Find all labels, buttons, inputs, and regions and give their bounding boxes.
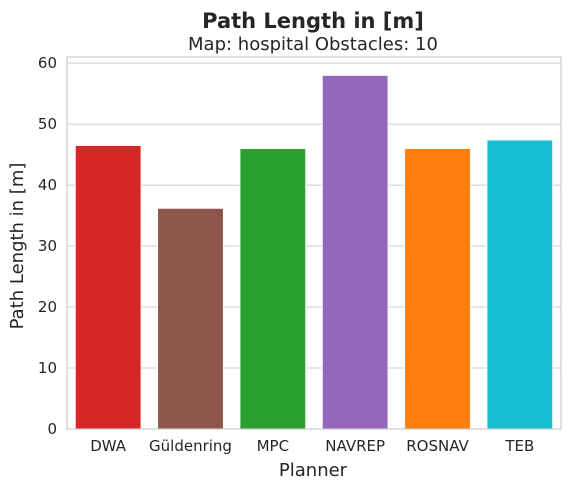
chart-suptitle: Path Length in [m] (202, 9, 424, 33)
y-tick-label: 20 (38, 298, 57, 316)
x-tick-label: TEB (504, 437, 534, 455)
bar-navrep (321, 74, 389, 430)
x-axis-label: Planner (279, 460, 348, 481)
y-tick-labels: 0 10 20 30 40 50 60 (38, 54, 57, 438)
bar-teb (486, 139, 554, 430)
y-tick-label: 0 (47, 420, 57, 438)
grid-layer (67, 62, 561, 430)
bar-rosnav (404, 147, 471, 430)
x-tick-label: NAVREP (325, 437, 385, 455)
y-tick-label: 60 (38, 54, 57, 72)
x-tick-label: MPC (257, 437, 289, 455)
y-tick-label: 50 (38, 115, 57, 133)
y-tick-label: 10 (38, 359, 57, 377)
chart-title: Map: hospital Obstacles: 10 (188, 34, 438, 55)
y-tick-label: 40 (38, 176, 57, 194)
y-axis-label: Path Length in [m] (7, 163, 28, 330)
bar-g-ldenring (157, 207, 224, 430)
y-tick-label: 30 (38, 237, 57, 255)
x-tick-labels: DWA Güldenring MPC NAVREP ROSNAV TEB (90, 437, 534, 455)
bar-layer (74, 74, 554, 430)
x-tick-label: ROSNAV (406, 437, 469, 455)
x-tick-label: DWA (90, 437, 127, 455)
plot-frame (66, 56, 562, 430)
bar-dwa (74, 144, 142, 430)
bar-mpc (239, 147, 307, 430)
x-tick-label: Güldenring (149, 437, 232, 455)
